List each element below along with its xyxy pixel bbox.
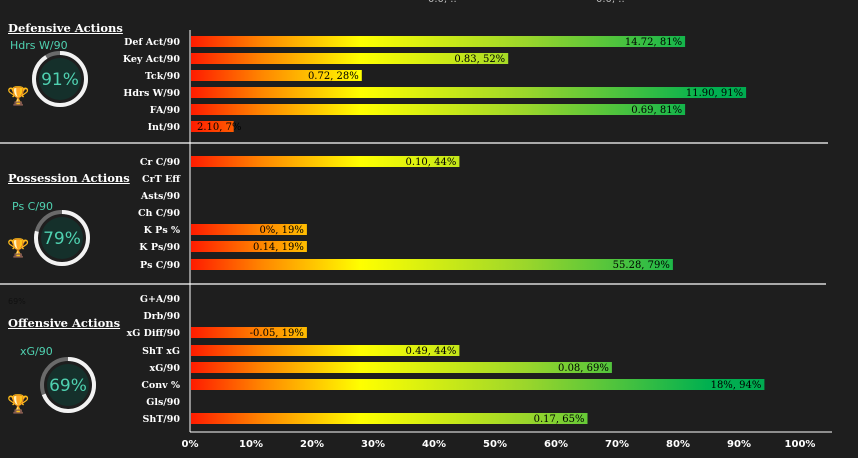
key-metric-label-offensive: xG/90 [20,345,53,358]
data-label: 0.08, 69% [558,363,609,374]
ring-gauge-svg: 91% [32,51,88,107]
key-metric-label-defensive: Hdrs W/90 [10,39,68,52]
bar [191,379,765,390]
category-label: CrT Eff [142,174,181,185]
category-label: Ps C/90 [140,260,180,271]
x-tick-label: 40% [422,439,446,450]
category-label: G+A/90 [140,294,181,305]
data-label: 18%, 94% [711,380,762,391]
data-label: 0.14, 19% [253,242,304,253]
category-label: ShT/90 [142,414,180,425]
category-label: Conv % [141,380,180,391]
data-label: 0.17, 65% [534,414,585,425]
data-label: 14.72, 81% [625,37,682,48]
ring-fill [40,357,96,413]
x-tick-label: 70% [605,439,629,450]
offensive-ring-gauge: 69% [38,355,98,415]
category-label: K Ps/90 [139,242,180,253]
data-label: -0.05, 19% [250,328,304,339]
data-label: 0%, 19% [259,225,303,236]
bar [191,121,234,132]
category-label: Int/90 [148,122,181,133]
category-label: FA/90 [150,105,181,116]
data-label: 11.90, 91% [686,88,743,99]
ring-fill [32,51,88,107]
x-tick-label: 90% [727,439,751,450]
bar [191,36,686,47]
category-label: ShT xG [142,346,180,357]
stray-percent-text: 69% [8,297,26,306]
data-label: 55.28, 79% [613,260,670,271]
bar [191,104,686,115]
x-tick-label: 60% [544,439,568,450]
bar [191,156,460,167]
bar [191,87,747,98]
x-tick-label: 80% [666,439,690,450]
data-label: 0.72, 28% [308,71,359,82]
ring-center [41,217,83,259]
cropped-header-text: 0.0, .. [428,0,457,5]
bar [191,413,588,424]
data-label: 0.10, 44% [406,157,457,168]
category-label: Ch C/90 [138,208,180,219]
data-label: 2.10, 7% [197,122,242,133]
bar [191,70,362,81]
ring-value: 91% [41,70,79,90]
key-metric-label-possession: Ps C/90 [12,200,54,213]
bar [191,259,673,270]
section-title-possession: Possession Actions [8,171,130,185]
ring-value: 79% [43,229,81,249]
x-tick-label: 20% [300,439,324,450]
category-label: Def Act/90 [124,37,180,48]
category-label: Asts/90 [140,191,181,202]
possession-ring-gauge: 79% [32,208,92,268]
section-title-defensive: Defensive Actions [8,21,123,35]
ring-center [47,364,89,406]
category-label: Tck/90 [145,71,180,82]
ring-value: 69% [49,376,87,396]
x-tick-label: 50% [483,439,507,450]
category-label: Drb/90 [143,311,180,322]
ring-center [39,58,81,100]
x-tick-label: 30% [361,439,385,450]
cropped-header-text: 0.0, .. [596,0,625,5]
data-label: 0.83, 52% [454,54,505,65]
category-label: Hdrs W/90 [123,88,180,99]
bar [191,362,612,373]
data-label: 0.69, 81% [631,105,682,116]
x-tick-label: 100% [785,439,816,450]
bar [191,224,307,235]
ring-gauge-svg: 69% [40,357,96,413]
bar [191,53,509,64]
defensive-ring-gauge: 91% [30,49,90,109]
x-tick-label: 0% [182,439,199,450]
bar [191,327,307,338]
ring-fill [34,210,90,266]
bar [191,345,460,356]
section-title-offensive: Offensive Actions [8,316,121,330]
data-label: 0.49, 44% [406,346,457,357]
category-label: K Ps % [144,225,180,236]
category-label: xG/90 [150,363,181,374]
x-tick-label: 10% [239,439,263,450]
category-label: Gls/90 [146,397,180,408]
category-label: Cr C/90 [140,157,181,168]
category-label: Key Act/90 [123,54,181,65]
bar [191,241,307,252]
category-label: xG Diff/90 [127,328,181,339]
ring-gauge-svg: 79% [34,210,90,266]
